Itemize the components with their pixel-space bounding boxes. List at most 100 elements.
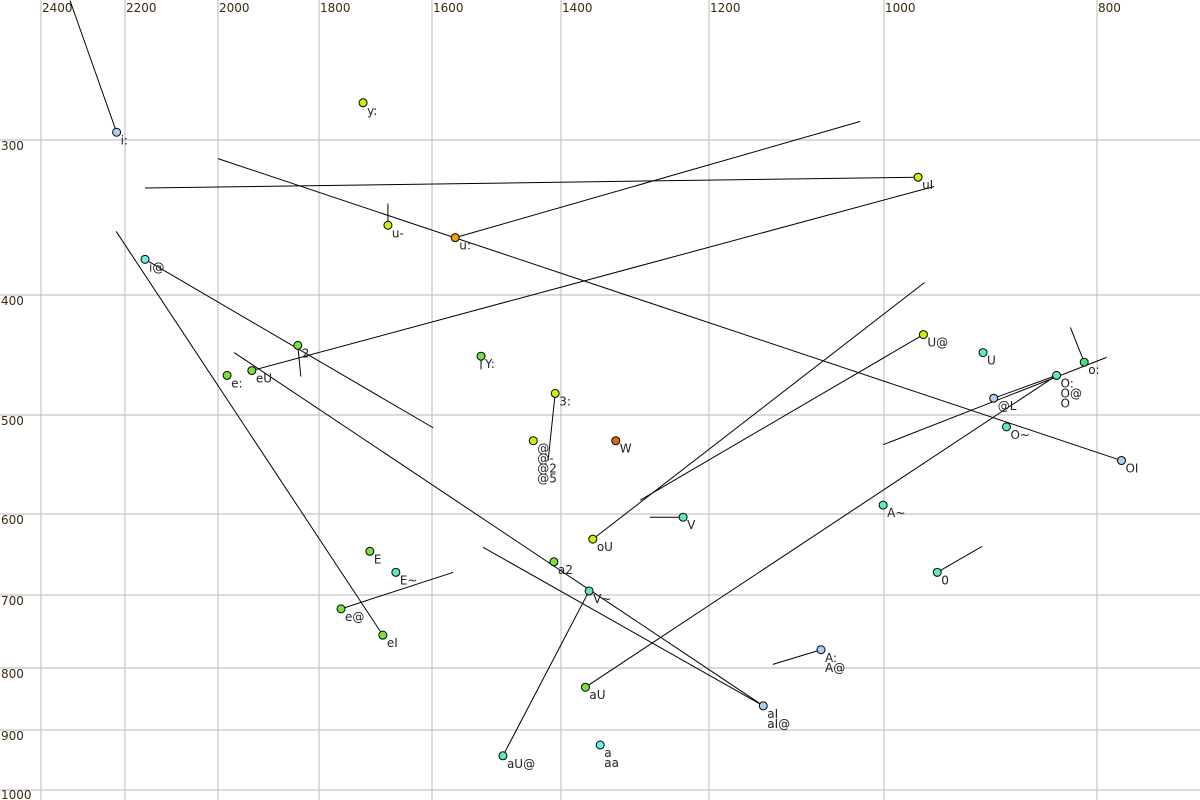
point-label: @ — [537, 442, 549, 456]
point-marker — [918, 330, 928, 340]
point-marker — [550, 388, 560, 398]
trajectory-line — [585, 374, 1057, 688]
vowel-point: V~ — [584, 586, 611, 606]
data-points: i:y:u-u:uIi@2e: eUY:3:@@-@2@5WVoUU@Uo:O:O… — [112, 98, 1138, 771]
point-label: y: — [367, 104, 377, 118]
point-label: aI@ — [767, 717, 790, 731]
point-label: A~ — [887, 506, 905, 520]
point-marker — [365, 546, 375, 556]
point-label: V — [687, 518, 696, 532]
trajectory-line — [772, 649, 822, 665]
x-tick-label: 1200 — [710, 1, 741, 15]
point-label: 3: — [559, 394, 571, 408]
x-tick-label: 2400 — [42, 1, 73, 15]
vowel-point: U — [978, 348, 996, 368]
trajectory-line — [297, 345, 302, 377]
trajectory-line — [144, 258, 434, 429]
vowel-point: i: — [112, 127, 128, 147]
point-marker — [989, 393, 999, 403]
point-marker — [816, 645, 826, 655]
point-label: eU — [256, 372, 272, 386]
point-marker — [611, 436, 621, 446]
point-marker — [1079, 357, 1089, 367]
vowel-point: V — [678, 512, 696, 532]
point-label: @- — [537, 452, 553, 466]
vowel-point: u: — [450, 233, 471, 253]
point-marker — [498, 751, 508, 761]
point-marker — [222, 370, 232, 380]
trajectory-line — [592, 282, 925, 540]
vowel-point: i@ — [140, 254, 164, 274]
point-label: aU — [589, 688, 605, 702]
point-label: a2 — [558, 563, 573, 577]
vowel-point: u- — [383, 220, 404, 240]
trajectory-line — [1069, 327, 1085, 363]
point-label: aU@ — [507, 757, 535, 771]
y-tick-label: 800 — [1, 667, 24, 681]
point-label: V~ — [593, 592, 611, 606]
vowel-point: a2 — [549, 557, 573, 577]
point-label: O: — [1061, 376, 1074, 390]
trajectory-line — [69, 0, 118, 133]
y-tick-label: 1000 — [1, 788, 32, 800]
point-label: u- — [392, 226, 404, 240]
x-tick-label: 800 — [1098, 1, 1121, 15]
point-marker — [588, 534, 598, 544]
y-tick-label: 700 — [1, 594, 24, 608]
point-label: eI — [387, 636, 398, 650]
vowel-point: O~ — [1001, 422, 1030, 442]
trajectory-line — [639, 334, 924, 501]
vowel-point: @@-@2@5 — [528, 436, 557, 486]
trajectory-line — [233, 352, 764, 707]
vowel-point: OI — [1116, 456, 1138, 476]
vowel-point: @L — [989, 393, 1017, 413]
x-tick-label: 2200 — [126, 1, 157, 15]
vowel-point: 3: — [550, 388, 571, 408]
vowel-point: U@ — [918, 330, 948, 350]
point-marker — [528, 436, 538, 446]
point-label: u: — [459, 239, 471, 253]
point-label: E~ — [400, 573, 418, 587]
vowel-point: y: — [358, 98, 377, 118]
vowel-point: E~ — [391, 567, 418, 587]
point-marker — [293, 340, 303, 350]
point-marker — [584, 586, 594, 596]
trajectory-line — [455, 120, 861, 239]
vowel-point: E — [365, 546, 382, 566]
trajectory-line — [144, 176, 919, 189]
point-marker — [978, 348, 988, 358]
vowel-point: A~ — [878, 500, 905, 520]
point-label: @2 — [537, 462, 557, 476]
trajectory-line — [502, 590, 590, 757]
point-marker — [580, 682, 590, 692]
point-label: e@ — [345, 610, 364, 624]
y-tick-label: 500 — [1, 414, 24, 428]
y-tick-label: 900 — [1, 729, 24, 743]
y-tick-label: 600 — [1, 513, 24, 527]
point-label: O~ — [1010, 428, 1030, 442]
vowel-point: oU — [588, 534, 613, 554]
vowel-point: e@ — [336, 604, 364, 624]
point-label: i: — [121, 133, 128, 147]
x-tick-label: 1600 — [433, 1, 464, 15]
point-label: O@ — [1061, 386, 1082, 400]
y-tick-label: 400 — [1, 294, 24, 308]
vowel-point: 0 — [932, 567, 949, 587]
point-label: aa — [604, 756, 619, 770]
point-label: U@ — [927, 336, 948, 350]
point-label: A: — [825, 651, 837, 665]
point-label: aI — [767, 707, 778, 721]
point-marker — [1001, 422, 1011, 432]
vowel-point: A:A@ — [816, 645, 845, 675]
point-label: E — [374, 552, 382, 566]
point-label: uI — [922, 178, 933, 192]
point-label: 2 — [302, 346, 310, 360]
trajectory-line — [993, 374, 1057, 399]
y-tick-label: 300 — [1, 139, 24, 153]
vowel-point: o: — [1079, 357, 1100, 377]
point-label: O — [1061, 396, 1070, 410]
